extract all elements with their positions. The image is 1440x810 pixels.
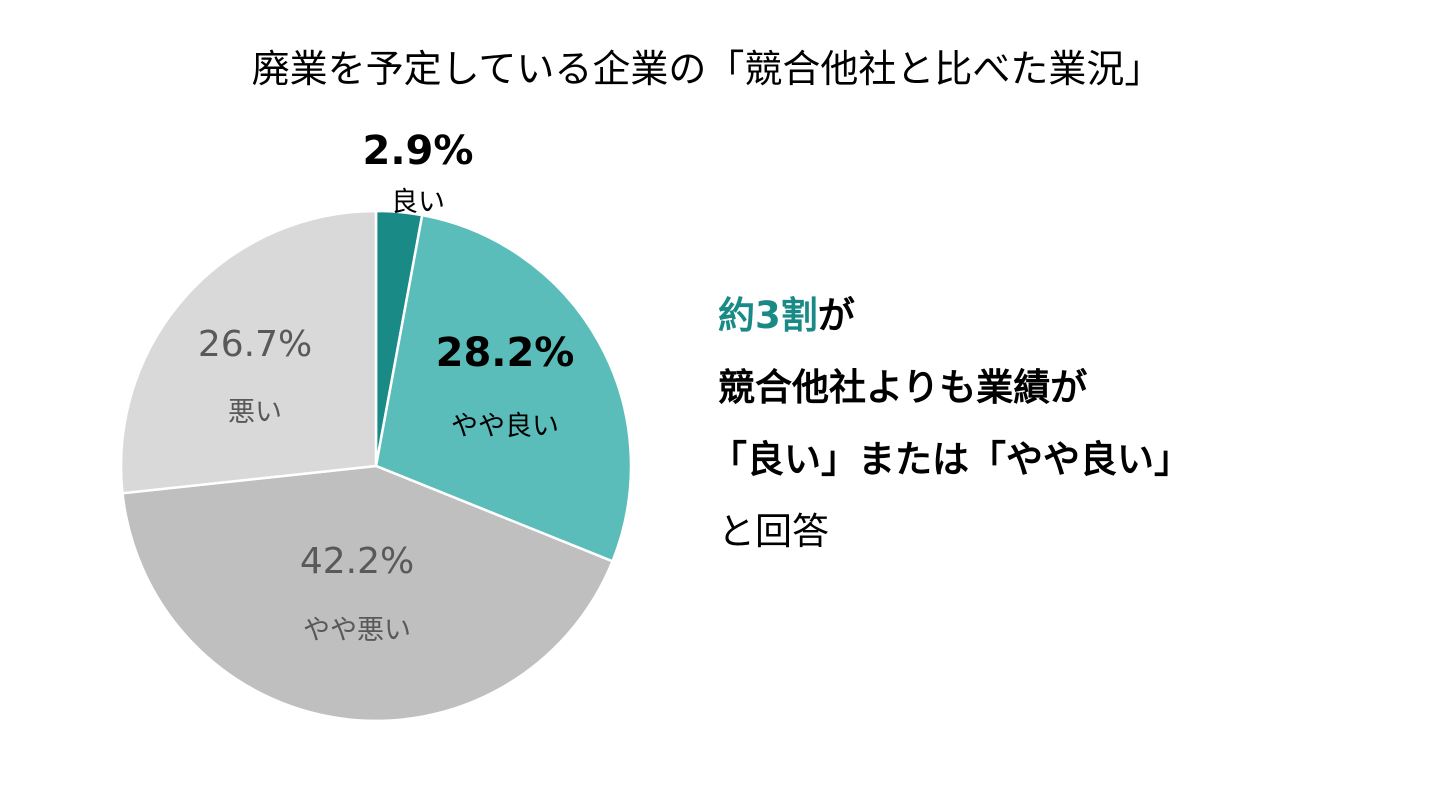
label-bad-category: 悪い — [228, 397, 282, 428]
label-somewhat-good-pct: 28.2% — [435, 330, 575, 376]
chart-title: 廃業を予定している企業の「競合他社と比べた業況」 — [251, 47, 1163, 91]
slice-somewhat-bad — [121, 464, 615, 723]
label-somewhat-good-category: やや良い — [451, 411, 559, 442]
annotation-line-3: 「良い」または「やや良い」 — [710, 438, 1191, 481]
label-somewhat-bad-pct: 42.2% — [299, 541, 415, 582]
annotation-line-1-rest: が — [817, 294, 855, 337]
annotation-line-4: と回答 — [718, 510, 829, 553]
label-bad-pct: 26.7% — [197, 324, 313, 365]
annotation-accent: 約3割 — [718, 294, 818, 337]
summary-annotation: 約3割が 競合他社よりも業績が 「良い」または「やや良い」 と回答 — [710, 280, 1191, 568]
label-somewhat-bad-category: やや悪い — [303, 615, 411, 646]
label-good-category: 良い — [391, 187, 445, 218]
slice-bad — [119, 209, 378, 495]
annotation-line-1: 約3割が — [718, 280, 1191, 352]
annotation-line-2: 競合他社よりも業績が — [718, 366, 1088, 409]
slice-somewhat-good — [374, 213, 633, 563]
label-good-pct: 2.9% — [362, 128, 474, 174]
